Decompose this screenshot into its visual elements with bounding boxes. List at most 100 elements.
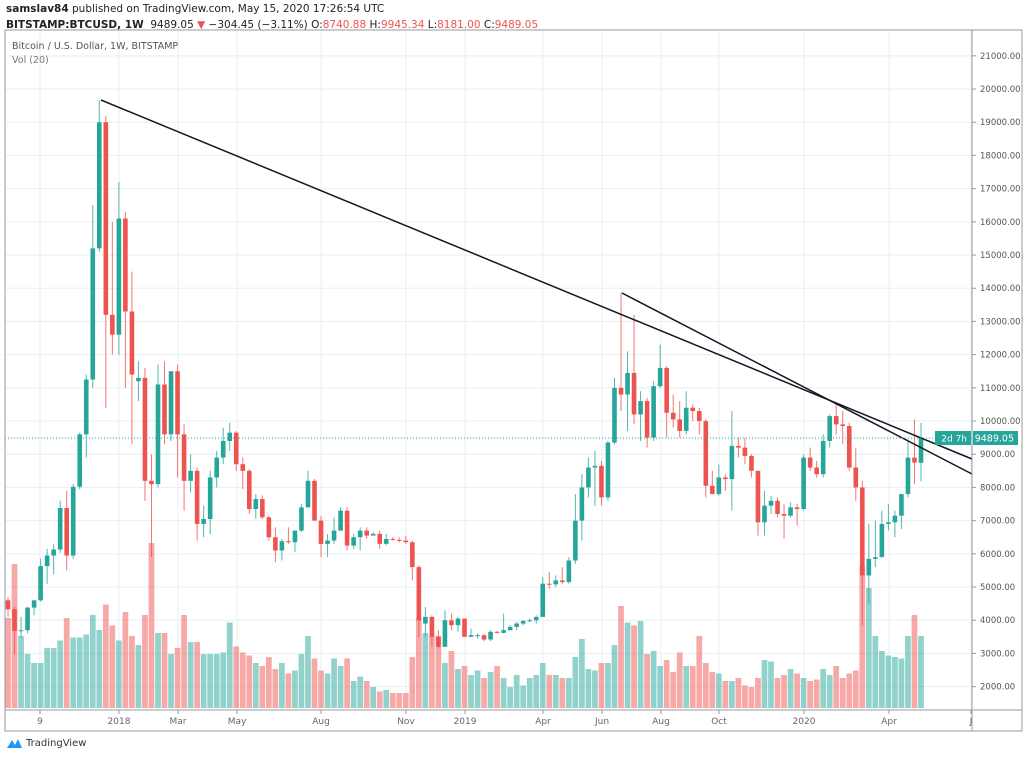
trendline-minor[interactable] <box>621 292 973 475</box>
volume-bar <box>265 657 272 708</box>
volume-bar <box>592 670 598 708</box>
volume-bar <box>448 651 455 708</box>
price-tick-label: 18000.00 <box>980 151 1021 161</box>
volume-bar <box>415 618 422 708</box>
volume-bar <box>911 615 918 708</box>
time-tick-label: May <box>228 717 247 727</box>
candle-body <box>57 508 63 550</box>
volume-bar <box>585 669 592 708</box>
volume-bar <box>24 654 31 708</box>
volume-bar <box>357 676 364 708</box>
candle-body <box>370 533 376 536</box>
volume-bar <box>631 625 637 708</box>
candle-body <box>710 485 715 495</box>
volume-bar <box>63 618 70 708</box>
candle-body <box>605 442 611 498</box>
volume-bar <box>285 673 292 708</box>
candle-body <box>873 557 878 559</box>
candle-body <box>846 426 852 468</box>
volume-bar <box>109 625 116 708</box>
time-axis[interactable]: 9 2018 Mar May Aug Nov 2019 Apr Jun Aug Oct 2020 Apr… <box>37 710 972 727</box>
volume-bar <box>161 633 168 708</box>
candle-body <box>292 530 298 543</box>
time-tick-label: 2019 <box>454 717 477 727</box>
price-tick-label: 15000.00 <box>980 251 1021 261</box>
triangle-down-icon: ▼ <box>197 19 206 31</box>
last-price: 9489.05 <box>150 19 194 31</box>
volume-bar <box>768 661 774 708</box>
trendline-major[interactable] <box>100 99 973 460</box>
volume-bar <box>272 669 279 708</box>
chart-legend-title: Bitcoin / U.S. Dollar, 1W, BITSTAMP <box>12 41 179 52</box>
tradingview-logo-icon <box>7 739 22 748</box>
volume-bar <box>644 654 650 708</box>
volume-bar <box>435 636 442 708</box>
brand-name: TradingView <box>26 737 87 749</box>
publisher-name[interactable]: samslav84 <box>6 3 69 15</box>
volume-bar <box>220 652 227 708</box>
candle-body <box>155 384 161 485</box>
candle-body <box>670 412 676 420</box>
volume-bar <box>31 663 37 708</box>
candle-body <box>44 555 50 567</box>
volume-bar <box>846 673 853 708</box>
tradingview-logo[interactable]: TradingView <box>6 737 86 749</box>
bar-countdown: 2d 7h <box>941 435 967 445</box>
candle-body <box>801 457 806 510</box>
volume-bar <box>279 663 285 708</box>
candle-body <box>599 465 604 498</box>
volume-bar <box>226 622 233 708</box>
volume-bar <box>683 666 690 708</box>
candle-body <box>410 542 415 568</box>
volume-bar <box>213 654 220 708</box>
candle-body <box>233 432 239 465</box>
time-tick-label: 2020 <box>793 717 816 727</box>
candle-body <box>820 440 826 475</box>
price-axis[interactable]: 21000.00 20000.00 19000.00 18000.00 17000.00… <box>972 52 1021 693</box>
candle-body <box>129 311 135 375</box>
candle-body <box>416 567 422 621</box>
price-tick-label: 12000.00 <box>980 351 1021 361</box>
candle-body <box>351 537 356 546</box>
volume-bar <box>89 615 96 708</box>
volume-bar <box>539 663 546 708</box>
volume-bar <box>292 670 298 708</box>
volume-bar <box>898 658 905 708</box>
time-tick-label: Apr <box>535 717 551 727</box>
candle-body <box>227 432 233 441</box>
candle-body <box>481 635 487 640</box>
volume-bar <box>650 651 657 708</box>
volume-bar <box>559 678 566 708</box>
volume-bar <box>735 678 742 708</box>
candle-body <box>142 377 148 481</box>
volume-bar <box>781 675 787 708</box>
volume-bars <box>5 543 924 708</box>
volume-bar <box>305 636 311 708</box>
candle-body <box>553 580 559 585</box>
candle-body <box>501 630 506 633</box>
last-price-value: 9489.05 <box>975 434 1014 445</box>
volume-bar <box>918 636 924 708</box>
candle-body <box>18 630 24 632</box>
volume-bar <box>155 633 161 708</box>
volume-bar <box>181 615 187 708</box>
candle-body <box>475 635 480 637</box>
candle-body <box>612 387 617 443</box>
candle-body <box>273 537 278 551</box>
candle-body <box>664 367 669 413</box>
candle-body <box>716 477 722 495</box>
candle-body <box>788 507 793 516</box>
volume-bar <box>579 639 585 708</box>
volume-bar <box>494 666 500 708</box>
symbol-info: BITSTAMP:BTCUSD, 1W 9489.05 ▼ −304.45 (−… <box>6 19 538 31</box>
candle-body <box>560 580 565 583</box>
candle-body <box>207 477 213 519</box>
volume-bar <box>5 618 11 708</box>
candle-body <box>377 533 383 544</box>
candle-body <box>103 122 109 315</box>
candle-body <box>97 122 102 249</box>
volume-bar <box>892 657 898 708</box>
volume-bar <box>344 658 350 708</box>
volume-bar <box>800 678 807 708</box>
